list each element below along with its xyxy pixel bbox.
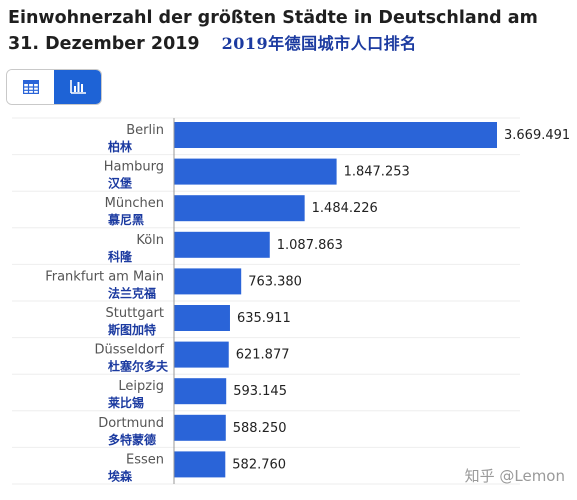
bar[interactable] [174,451,226,478]
category-label-cn: 埃森 [108,468,133,483]
chart-title-de: Einwohnerzahl der größten Städte in Deut… [8,8,538,54]
bar-chart-icon [69,80,86,94]
view-toggle [6,69,102,105]
bar[interactable] [174,305,230,331]
category-label: Hamburg [104,160,164,175]
category-label: Essen [126,452,164,467]
bar[interactable] [174,341,229,368]
chart-title: Einwohnerzahl der größten Städte in Deut… [8,6,573,57]
table-view-button[interactable] [7,70,54,104]
category-label-cn: 汉堡 [108,176,132,191]
category-label: Dortmund [98,416,164,431]
bar[interactable] [174,122,497,148]
category-label: Leipzig [118,379,164,394]
category-label: Berlin [126,123,164,138]
watermark: 知乎 @Lemon [464,467,565,485]
value-label: 1.847.253 [344,165,410,180]
category-label-cn: 法兰克福 [108,285,156,300]
bar[interactable] [174,158,337,185]
category-label: Köln [136,233,164,248]
value-label: 621.877 [236,348,290,363]
category-label-cn: 多特蒙德 [108,432,156,447]
value-label: 3.669.491 [504,128,570,143]
value-label: 763.380 [248,274,302,289]
bar[interactable] [174,195,305,222]
category-label: Düsseldorf [94,343,164,358]
bar[interactable] [174,378,227,405]
category-label: Stuttgart [106,306,164,321]
bar[interactable] [174,414,226,441]
table-grid-icon [22,80,39,94]
value-label: 593.145 [233,384,287,399]
value-label: 588.250 [233,421,287,436]
category-label-cn: 斯图加特 [108,322,156,337]
category-label: München [105,196,164,211]
value-label: 635.911 [237,311,291,326]
category-label-cn: 杜塞尔多夫 [108,359,169,374]
category-label: Frankfurt am Main [45,269,164,284]
category-label-cn: 莱比锡 [108,395,144,410]
value-label: 1.484.226 [312,201,378,216]
bar[interactable] [174,268,242,295]
bar[interactable] [174,231,270,258]
value-label: 582.760 [232,457,286,472]
category-label-cn: 柏林 [108,139,132,154]
chart-title-cn: 2019年德国城市人口排名 [221,34,417,53]
category-label-cn: 科隆 [108,249,133,264]
category-label-cn: 慕尼黑 [107,212,144,227]
chart-view-button[interactable] [54,70,101,104]
value-label: 1.087.863 [277,238,343,253]
